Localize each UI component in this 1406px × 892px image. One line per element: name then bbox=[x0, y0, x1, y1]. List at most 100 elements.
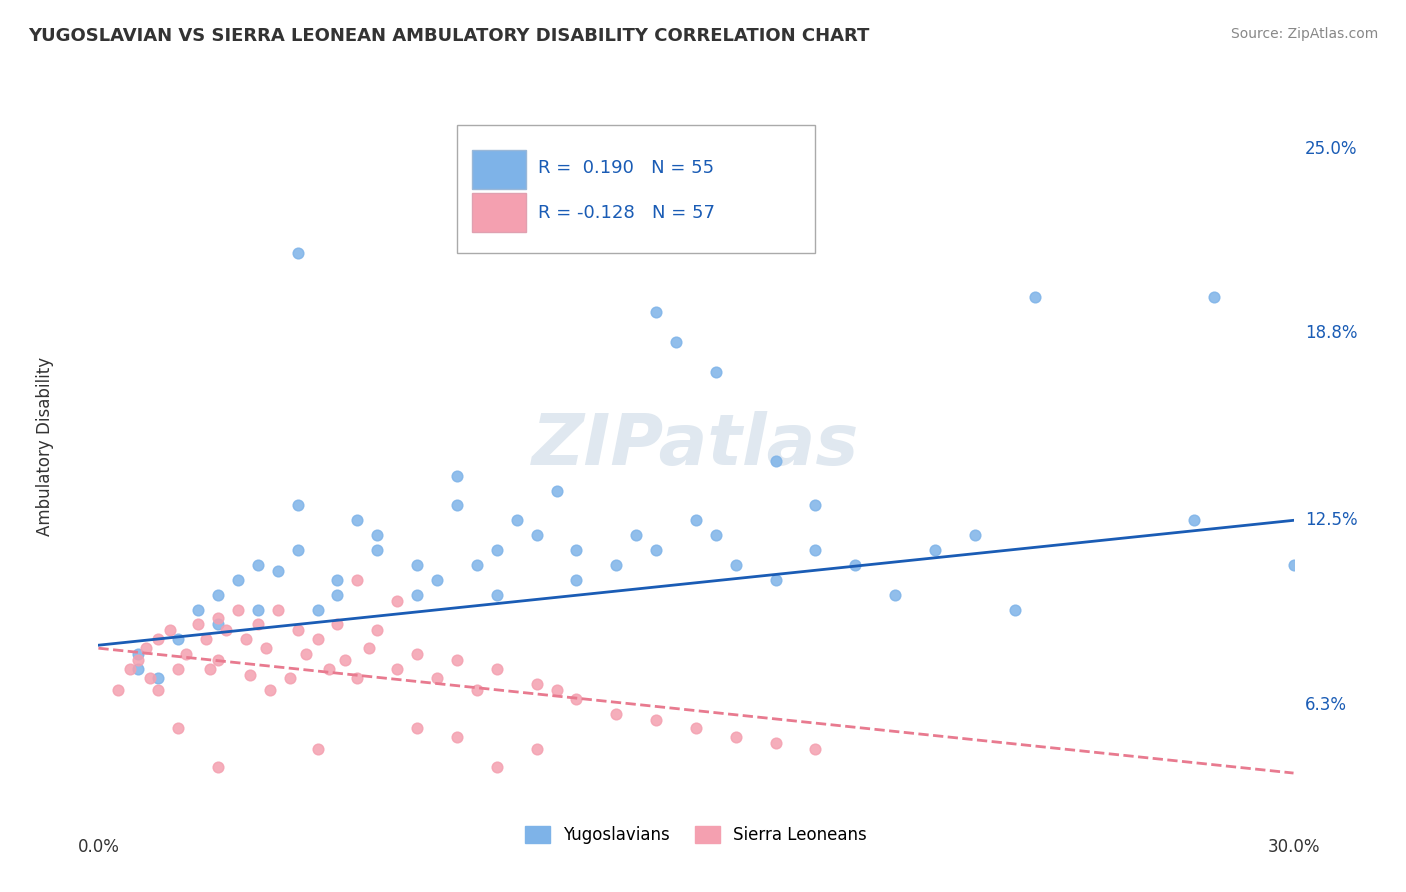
FancyBboxPatch shape bbox=[472, 150, 526, 189]
Point bbox=[565, 691, 588, 706]
Point bbox=[804, 543, 827, 558]
Point bbox=[765, 573, 787, 587]
Point bbox=[267, 564, 290, 578]
Point bbox=[1202, 290, 1225, 304]
Point bbox=[526, 677, 548, 691]
Point bbox=[254, 641, 277, 656]
Point bbox=[804, 499, 827, 513]
Point bbox=[406, 588, 429, 602]
Point bbox=[326, 588, 349, 602]
Point bbox=[366, 624, 388, 638]
Point bbox=[294, 647, 316, 661]
Point bbox=[187, 602, 209, 616]
Point bbox=[287, 624, 309, 638]
Point bbox=[359, 641, 381, 656]
Point bbox=[605, 558, 627, 572]
Text: ZIPatlas: ZIPatlas bbox=[533, 411, 859, 481]
Point bbox=[148, 671, 170, 685]
Point bbox=[207, 588, 229, 602]
Point bbox=[346, 513, 368, 527]
Legend: Yugoslavians, Sierra Leoneans: Yugoslavians, Sierra Leoneans bbox=[524, 826, 868, 845]
Point bbox=[366, 528, 388, 542]
Point bbox=[318, 662, 340, 676]
Point bbox=[326, 573, 349, 587]
Text: YUGOSLAVIAN VS SIERRA LEONEAN AMBULATORY DISABILITY CORRELATION CHART: YUGOSLAVIAN VS SIERRA LEONEAN AMBULATORY… bbox=[28, 27, 869, 45]
Text: R =  0.190   N = 55: R = 0.190 N = 55 bbox=[538, 159, 714, 177]
Point bbox=[127, 647, 149, 661]
Point bbox=[346, 573, 368, 587]
Point bbox=[526, 528, 548, 542]
Point bbox=[546, 483, 568, 498]
Point bbox=[565, 543, 588, 558]
Point bbox=[485, 662, 508, 676]
Point bbox=[685, 513, 707, 527]
Point bbox=[485, 588, 508, 602]
Point bbox=[765, 454, 787, 468]
Point bbox=[167, 662, 190, 676]
Point bbox=[148, 682, 170, 697]
Text: 30.0%: 30.0% bbox=[1267, 838, 1320, 855]
Point bbox=[135, 641, 157, 656]
Text: R = -0.128   N = 57: R = -0.128 N = 57 bbox=[538, 203, 716, 221]
Point bbox=[446, 653, 468, 667]
Point bbox=[307, 632, 329, 647]
Point bbox=[287, 499, 309, 513]
Point bbox=[804, 742, 827, 756]
Point bbox=[924, 543, 946, 558]
Point bbox=[207, 617, 229, 632]
Point bbox=[426, 573, 449, 587]
Point bbox=[724, 558, 747, 572]
Point bbox=[1282, 558, 1305, 572]
Point bbox=[259, 682, 281, 697]
Point bbox=[704, 528, 727, 542]
Text: 18.8%: 18.8% bbox=[1305, 324, 1357, 342]
Point bbox=[426, 671, 449, 685]
Point bbox=[366, 543, 388, 558]
Point bbox=[645, 543, 668, 558]
Point bbox=[346, 671, 368, 685]
Point bbox=[187, 617, 209, 632]
Text: 6.3%: 6.3% bbox=[1305, 696, 1347, 714]
Point bbox=[385, 662, 409, 676]
Point bbox=[326, 617, 349, 632]
Point bbox=[226, 602, 249, 616]
Point bbox=[465, 682, 488, 697]
Text: 25.0%: 25.0% bbox=[1305, 140, 1357, 158]
Point bbox=[605, 706, 627, 721]
Point bbox=[546, 682, 568, 697]
Point bbox=[198, 662, 221, 676]
Point bbox=[207, 760, 229, 774]
Point bbox=[148, 632, 170, 647]
Point bbox=[685, 722, 707, 736]
Point bbox=[485, 543, 508, 558]
Point bbox=[645, 305, 668, 319]
Point bbox=[844, 558, 866, 572]
Point bbox=[239, 668, 262, 682]
Point bbox=[724, 731, 747, 745]
Point bbox=[159, 624, 181, 638]
Point bbox=[765, 736, 787, 750]
Point bbox=[246, 617, 269, 632]
Point bbox=[139, 671, 162, 685]
Point bbox=[207, 653, 229, 667]
Point bbox=[446, 499, 468, 513]
Point bbox=[446, 731, 468, 745]
Point bbox=[485, 760, 508, 774]
Point bbox=[406, 722, 429, 736]
Point bbox=[645, 713, 668, 727]
Point bbox=[1024, 290, 1046, 304]
Point bbox=[406, 647, 429, 661]
FancyBboxPatch shape bbox=[472, 193, 526, 232]
Point bbox=[385, 593, 409, 607]
Point bbox=[120, 662, 142, 676]
Point bbox=[215, 624, 238, 638]
Point bbox=[246, 602, 269, 616]
Point bbox=[406, 558, 429, 572]
Point bbox=[335, 653, 357, 667]
Point bbox=[167, 722, 190, 736]
Text: 0.0%: 0.0% bbox=[77, 838, 120, 855]
Point bbox=[465, 558, 488, 572]
Point bbox=[167, 632, 190, 647]
Point bbox=[446, 468, 468, 483]
Point bbox=[307, 742, 329, 756]
